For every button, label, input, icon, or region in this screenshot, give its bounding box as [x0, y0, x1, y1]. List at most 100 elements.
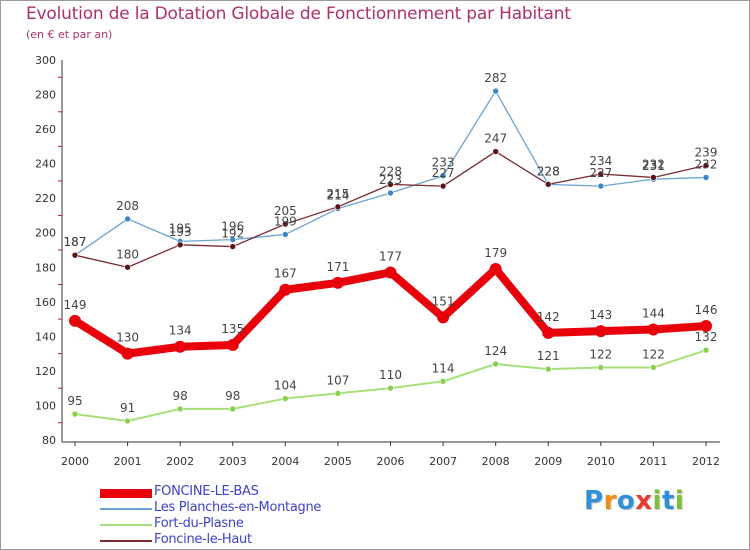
data-label: 122: [589, 347, 612, 361]
y-tick-label: 300: [35, 54, 56, 67]
data-point: [174, 340, 187, 353]
y-tick-label: 200: [35, 227, 56, 240]
logo-letter: r: [603, 486, 617, 516]
data-point: [387, 181, 394, 188]
data-label: 228: [537, 164, 560, 178]
data-label: 227: [589, 166, 612, 180]
data-point: [176, 241, 184, 249]
x-tick-label: 2010: [587, 455, 615, 468]
data-label: 121: [537, 349, 560, 363]
data-label: 142: [537, 310, 560, 324]
data-label: 130: [116, 331, 139, 345]
data-point: [384, 266, 397, 279]
data-label: 247: [484, 132, 507, 146]
data-point: [439, 182, 447, 190]
data-label: 231: [642, 159, 665, 173]
data-point: [334, 390, 342, 397]
y-tick-label: 260: [35, 123, 56, 136]
data-label: 122: [642, 347, 665, 361]
logo-letter: i: [652, 486, 662, 516]
data-label: 107: [326, 373, 349, 387]
x-tick-label: 2003: [219, 455, 247, 468]
data-point: [702, 174, 710, 181]
data-label: 98: [225, 389, 240, 403]
x-tick-label: 2000: [61, 455, 89, 468]
data-point: [226, 339, 239, 351]
data-label: 167: [274, 267, 297, 281]
data-point: [647, 323, 660, 336]
legend-swatch: [100, 524, 152, 526]
data-label: 232: [642, 157, 665, 171]
data-point: [124, 263, 131, 271]
data-label: 192: [221, 227, 244, 241]
data-point: [439, 172, 447, 180]
data-label: 205: [274, 204, 297, 218]
x-tick-label: 2009: [534, 455, 562, 468]
data-label: 104: [274, 379, 297, 393]
data-label: 195: [169, 221, 192, 235]
x-tick-label: 2005: [324, 455, 352, 468]
data-point: [702, 162, 710, 169]
data-label: 146: [695, 303, 718, 317]
y-tick-label: 180: [35, 261, 56, 274]
data-label: 232: [695, 157, 718, 171]
data-label: 98: [173, 389, 188, 403]
data-label: 124: [484, 344, 507, 358]
logo-letter: P: [584, 486, 604, 516]
data-point: [71, 410, 79, 418]
data-point: [700, 320, 712, 332]
data-label: 214: [326, 189, 349, 203]
data-point: [71, 251, 79, 259]
x-tick-label: 2007: [429, 455, 457, 468]
data-label: 223: [379, 173, 402, 187]
logo-letter: o: [616, 486, 636, 516]
x-tick-label: 2012: [692, 455, 720, 468]
data-label: 132: [695, 330, 718, 344]
data-label: 234: [589, 154, 612, 168]
x-tick-label: 2004: [271, 455, 299, 468]
y-tick-label: 120: [35, 365, 56, 378]
logo-letter: t: [661, 486, 675, 516]
y-tick-label: 160: [35, 296, 56, 309]
data-point: [597, 182, 605, 190]
data-point: [124, 215, 131, 223]
data-label: 227: [432, 166, 455, 180]
legend-swatch: [100, 540, 152, 542]
data-point: [279, 283, 292, 296]
data-label: 180: [116, 247, 139, 261]
x-tick-label: 2001: [114, 455, 142, 468]
logo-letter: x: [635, 486, 653, 516]
data-point: [282, 395, 289, 402]
x-tick-label: 2006: [377, 455, 405, 468]
data-point: [387, 384, 394, 392]
logo-letter: i: [674, 486, 685, 516]
legend-label: FONCINE-LE-BAS: [154, 484, 259, 499]
data-label: 177: [379, 249, 402, 263]
data-point: [387, 189, 394, 197]
data-point: [176, 405, 184, 413]
x-tick-label: 2011: [639, 455, 667, 468]
legend-label: Foncine-le-Haut: [154, 532, 252, 547]
data-point: [492, 87, 499, 95]
legend-swatch: [100, 508, 152, 510]
data-point: [544, 181, 552, 188]
data-label: 95: [67, 394, 82, 408]
data-label: 208: [116, 199, 139, 213]
data-label: 228: [537, 164, 560, 178]
data-point: [229, 405, 237, 413]
data-label: 187: [64, 235, 87, 249]
data-point: [489, 263, 502, 275]
x-tick-label: 2002: [166, 455, 194, 468]
data-point: [702, 346, 710, 354]
data-label: 114: [432, 361, 455, 375]
data-label: 233: [432, 156, 455, 170]
data-label: 134: [169, 324, 192, 338]
data-point: [594, 325, 607, 338]
data-point: [331, 276, 344, 289]
data-point: [121, 347, 134, 360]
data-label: 215: [326, 187, 349, 201]
data-label: 135: [221, 322, 244, 336]
data-label: 282: [484, 71, 507, 85]
chart-title: Evolution de la Dotation Globale de Fonc…: [26, 4, 571, 24]
data-point: [334, 203, 342, 211]
